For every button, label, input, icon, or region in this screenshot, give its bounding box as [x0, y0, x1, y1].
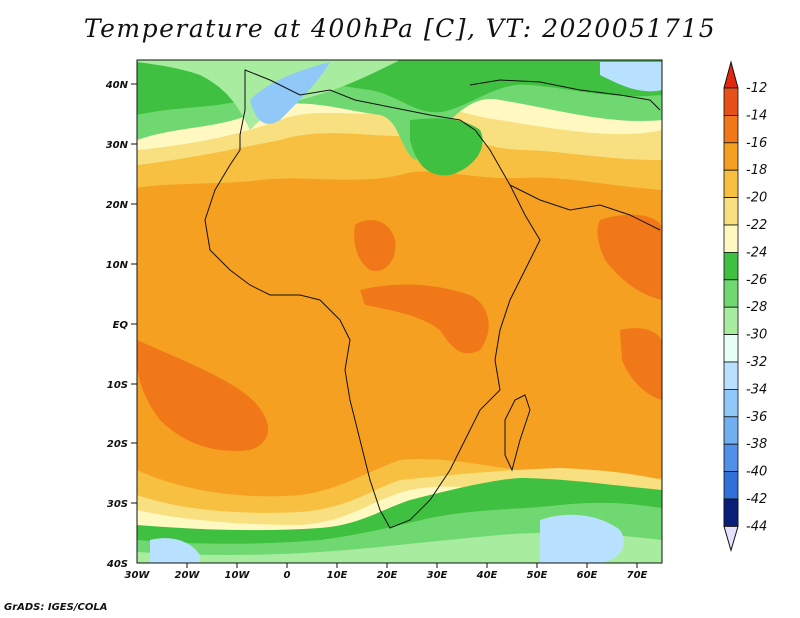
colorbar-label: -22 [746, 218, 767, 233]
colorbar-swatch [723, 471, 739, 500]
lon-label: 60E [577, 570, 598, 581]
credit-text: GrADS: IGES/COLA [4, 602, 108, 613]
colorbar-swatch [723, 443, 739, 473]
colorbar-top-arrow [723, 60, 739, 89]
colorbar-label: -24 [746, 245, 767, 260]
colorbar-label: -40 [746, 465, 767, 480]
colorbar-label: -30 [746, 328, 767, 343]
colorbar-label: -28 [746, 300, 767, 315]
map-frame [136, 59, 663, 564]
lat-label: EQ [113, 320, 129, 331]
map-title: Temperature at 400hPa [C], VT: 202005171… [83, 14, 717, 43]
colorbar-label: -42 [746, 492, 767, 507]
colorbar-swatch [723, 197, 739, 226]
lat-label: 30N [106, 140, 129, 151]
colorbar-swatch [723, 334, 739, 363]
colorbar-swatch [723, 361, 739, 390]
colorbar-swatch [723, 279, 739, 308]
colorbar-label: -36 [746, 410, 767, 425]
colorbar-label: -18 [746, 163, 767, 178]
lon-label: 0 [284, 570, 291, 581]
colorbar-bottom-arrow [723, 525, 739, 553]
lon-label: 40E [476, 570, 498, 581]
lon-label: 20E [377, 570, 398, 581]
colorbar-label: -34 [746, 382, 767, 397]
lon-label: 70E [627, 570, 648, 581]
colorbar-swatch [723, 169, 739, 198]
colorbar-label: -38 [746, 437, 767, 452]
colorbar-swatch [723, 224, 739, 253]
lon-label: 10W [225, 570, 251, 581]
lon-label: 20W [175, 570, 201, 581]
colorbar-swatch [723, 115, 739, 144]
coastline [204, 69, 661, 529]
lon-label: 10E [327, 570, 348, 581]
colorbar-label: -20 [746, 191, 767, 206]
colorbar-swatch [723, 251, 739, 281]
lat-axis: 40N 30N 20N 10N EQ 10S 20S 30S 40S [105, 80, 137, 570]
colorbar-swatch [723, 388, 739, 418]
colorbar-label: -44 [746, 519, 767, 534]
colorbar-swatch [723, 142, 739, 171]
lat-label: 40S [106, 559, 128, 570]
colorbar-swatch [723, 498, 739, 527]
lon-axis: 30W 20W 10W 0 10E 20E 30E 40E 50E 60E 70… [125, 563, 648, 581]
colorbar-label: -26 [746, 273, 767, 288]
lon-label: 50E [527, 570, 548, 581]
lat-label: 10N [106, 260, 129, 271]
colorbar-swatch [723, 306, 739, 336]
lat-label: 20S [107, 439, 128, 450]
colorbar: -12 -14 -16 -18 -20 -22 -24 -26 -28 -30 -32 -34 -36 -… [723, 60, 767, 553]
lat-label: 30S [107, 499, 128, 510]
colorbar-label: -16 [746, 136, 767, 151]
temperature-field [137, 60, 662, 563]
colorbar-label: -32 [746, 355, 767, 370]
lat-label: 20N [106, 200, 129, 211]
colorbar-label: -14 [746, 108, 767, 123]
colorbar-swatch [723, 87, 739, 116]
lon-label: 30W [125, 570, 151, 581]
lat-label: 40N [105, 80, 129, 91]
colorbar-swatch [723, 416, 739, 445]
colorbar-label: -12 [746, 81, 767, 96]
lat-label: 10S [107, 380, 128, 391]
lon-label: 30E [427, 570, 448, 581]
